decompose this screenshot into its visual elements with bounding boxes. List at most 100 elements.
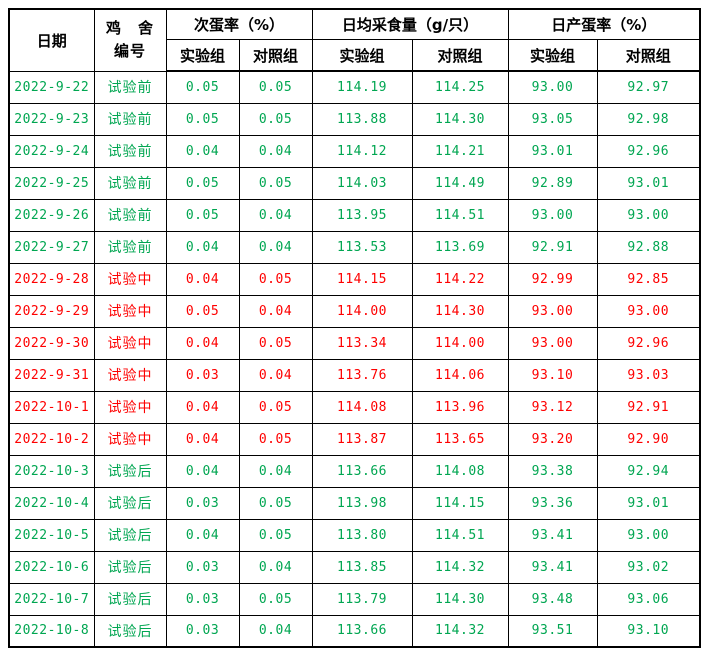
cell-feed-intake-exp: 114.12	[311, 134, 413, 168]
cell-lay-rate-exp: 93.38	[507, 454, 598, 488]
cell-lay-rate-ctrl: 92.90	[596, 422, 701, 456]
cell-defect-rate-ctrl: 0.05	[238, 262, 313, 296]
cell-feed-intake-ctrl: 114.32	[411, 614, 509, 648]
cell-date: 2022-9-29	[8, 294, 95, 328]
cell-feed-intake-exp: 113.80	[311, 518, 413, 552]
cell-lay-rate-exp: 93.36	[507, 486, 598, 520]
header-date: 日期	[8, 8, 95, 72]
table-row: 2022-10-6 试验后 0.03 0.04 113.85 114.32 93…	[8, 550, 701, 584]
cell-lay-rate-ctrl: 93.00	[596, 294, 701, 328]
cell-feed-intake-ctrl: 113.96	[411, 390, 509, 424]
cell-defect-rate-exp: 0.04	[165, 262, 240, 296]
table-header: 日期 鸡 舍 编号 次蛋率（%） 日均采食量（g/只） 日产蛋率（%） 实验组 …	[8, 8, 701, 72]
cell-lay-rate-exp: 93.12	[507, 390, 598, 424]
cell-feed-intake-ctrl: 114.25	[411, 70, 509, 104]
cell-lay-rate-exp: 92.89	[507, 166, 598, 200]
cell-defect-rate-exp: 0.04	[165, 134, 240, 168]
cell-feed-intake-exp: 113.95	[311, 198, 413, 232]
table-row: 2022-10-2 试验中 0.04 0.05 113.87 113.65 93…	[8, 422, 701, 456]
cell-feed-intake-exp: 114.03	[311, 166, 413, 200]
cell-feed-intake-exp: 113.88	[311, 102, 413, 136]
table-row: 2022-10-7 试验后 0.03 0.05 113.79 114.30 93…	[8, 582, 701, 616]
cell-defect-rate-ctrl: 0.04	[238, 230, 313, 264]
cell-feed-intake-exp: 114.15	[311, 262, 413, 296]
cell-date: 2022-10-1	[8, 390, 95, 424]
cell-lay-rate-ctrl: 92.94	[596, 454, 701, 488]
cell-lay-rate-exp: 93.00	[507, 70, 598, 104]
table-row: 2022-10-1 试验中 0.04 0.05 114.08 113.96 93…	[8, 390, 701, 424]
cell-defect-rate-exp: 0.05	[165, 198, 240, 232]
cell-lay-rate-exp: 93.48	[507, 582, 598, 616]
cell-feed-intake-ctrl: 114.08	[411, 454, 509, 488]
cell-feed-intake-ctrl: 113.65	[411, 422, 509, 456]
cell-feed-intake-ctrl: 114.00	[411, 326, 509, 360]
cell-date: 2022-9-30	[8, 326, 95, 360]
cell-feed-intake-exp: 113.34	[311, 326, 413, 360]
cell-lay-rate-exp: 93.01	[507, 134, 598, 168]
cell-date: 2022-9-31	[8, 358, 95, 392]
header-defect-exp-group: 实验组	[165, 39, 240, 72]
table-row: 2022-10-8 试验后 0.03 0.04 113.66 114.32 93…	[8, 614, 701, 648]
cell-lay-rate-ctrl: 93.01	[596, 166, 701, 200]
header-lay-ctrl-group: 对照组	[596, 39, 701, 72]
cell-defect-rate-ctrl: 0.05	[238, 390, 313, 424]
header-house-line2: 编号	[113, 42, 146, 61]
cell-date: 2022-9-25	[8, 166, 95, 200]
cell-feed-intake-ctrl: 114.51	[411, 198, 509, 232]
cell-phase: 试验中	[93, 358, 167, 392]
cell-date: 2022-10-4	[8, 486, 95, 520]
table-row: 2022-10-4 试验后 0.03 0.05 113.98 114.15 93…	[8, 486, 701, 520]
cell-date: 2022-10-6	[8, 550, 95, 584]
cell-defect-rate-ctrl: 0.05	[238, 70, 313, 104]
cell-date: 2022-10-8	[8, 614, 95, 648]
cell-defect-rate-exp: 0.03	[165, 614, 240, 648]
cell-lay-rate-ctrl: 93.01	[596, 486, 701, 520]
cell-phase: 试验后	[93, 518, 167, 552]
cell-date: 2022-9-28	[8, 262, 95, 296]
cell-defect-rate-ctrl: 0.04	[238, 294, 313, 328]
cell-phase: 试验中	[93, 294, 167, 328]
cell-defect-rate-ctrl: 0.04	[238, 198, 313, 232]
cell-lay-rate-exp: 93.41	[507, 518, 598, 552]
cell-feed-intake-exp: 113.53	[311, 230, 413, 264]
cell-date: 2022-9-24	[8, 134, 95, 168]
cell-date: 2022-10-7	[8, 582, 95, 616]
cell-defect-rate-ctrl: 0.05	[238, 582, 313, 616]
cell-lay-rate-ctrl: 92.96	[596, 326, 701, 360]
cell-feed-intake-ctrl: 114.22	[411, 262, 509, 296]
cell-date: 2022-9-23	[8, 102, 95, 136]
cell-defect-rate-exp: 0.04	[165, 454, 240, 488]
cell-lay-rate-exp: 93.41	[507, 550, 598, 584]
table-row: 2022-9-23 试验前 0.05 0.05 113.88 114.30 93…	[8, 102, 701, 136]
cell-feed-intake-ctrl: 114.49	[411, 166, 509, 200]
experiment-results-table: 日期 鸡 舍 编号 次蛋率（%） 日均采食量（g/只） 日产蛋率（%） 实验组 …	[8, 8, 701, 648]
table-row: 2022-9-25 试验前 0.05 0.05 114.03 114.49 92…	[8, 166, 701, 200]
cell-defect-rate-exp: 0.05	[165, 166, 240, 200]
cell-phase: 试验前	[93, 70, 167, 104]
table-body: 2022-9-22 试验前 0.05 0.05 114.19 114.25 93…	[8, 70, 701, 648]
cell-lay-rate-ctrl: 92.97	[596, 70, 701, 104]
cell-lay-rate-ctrl: 92.85	[596, 262, 701, 296]
cell-lay-rate-ctrl: 92.88	[596, 230, 701, 264]
cell-defect-rate-ctrl: 0.05	[238, 326, 313, 360]
cell-defect-rate-ctrl: 0.05	[238, 166, 313, 200]
cell-defect-rate-exp: 0.05	[165, 70, 240, 104]
cell-date: 2022-9-22	[8, 70, 95, 104]
cell-lay-rate-ctrl: 93.02	[596, 550, 701, 584]
cell-feed-intake-exp: 113.76	[311, 358, 413, 392]
header-lay-exp-group: 实验组	[507, 39, 598, 72]
cell-defect-rate-exp: 0.03	[165, 550, 240, 584]
cell-defect-rate-ctrl: 0.04	[238, 614, 313, 648]
cell-defect-rate-exp: 0.03	[165, 582, 240, 616]
cell-phase: 试验后	[93, 550, 167, 584]
cell-feed-intake-ctrl: 114.15	[411, 486, 509, 520]
cell-feed-intake-exp: 114.00	[311, 294, 413, 328]
header-feed-exp-group: 实验组	[311, 39, 413, 72]
cell-lay-rate-exp: 93.05	[507, 102, 598, 136]
cell-phase: 试验中	[93, 262, 167, 296]
cell-defect-rate-exp: 0.03	[165, 358, 240, 392]
cell-lay-rate-ctrl: 93.06	[596, 582, 701, 616]
header-defect-egg-rate: 次蛋率（%）	[165, 8, 313, 40]
cell-date: 2022-10-3	[8, 454, 95, 488]
